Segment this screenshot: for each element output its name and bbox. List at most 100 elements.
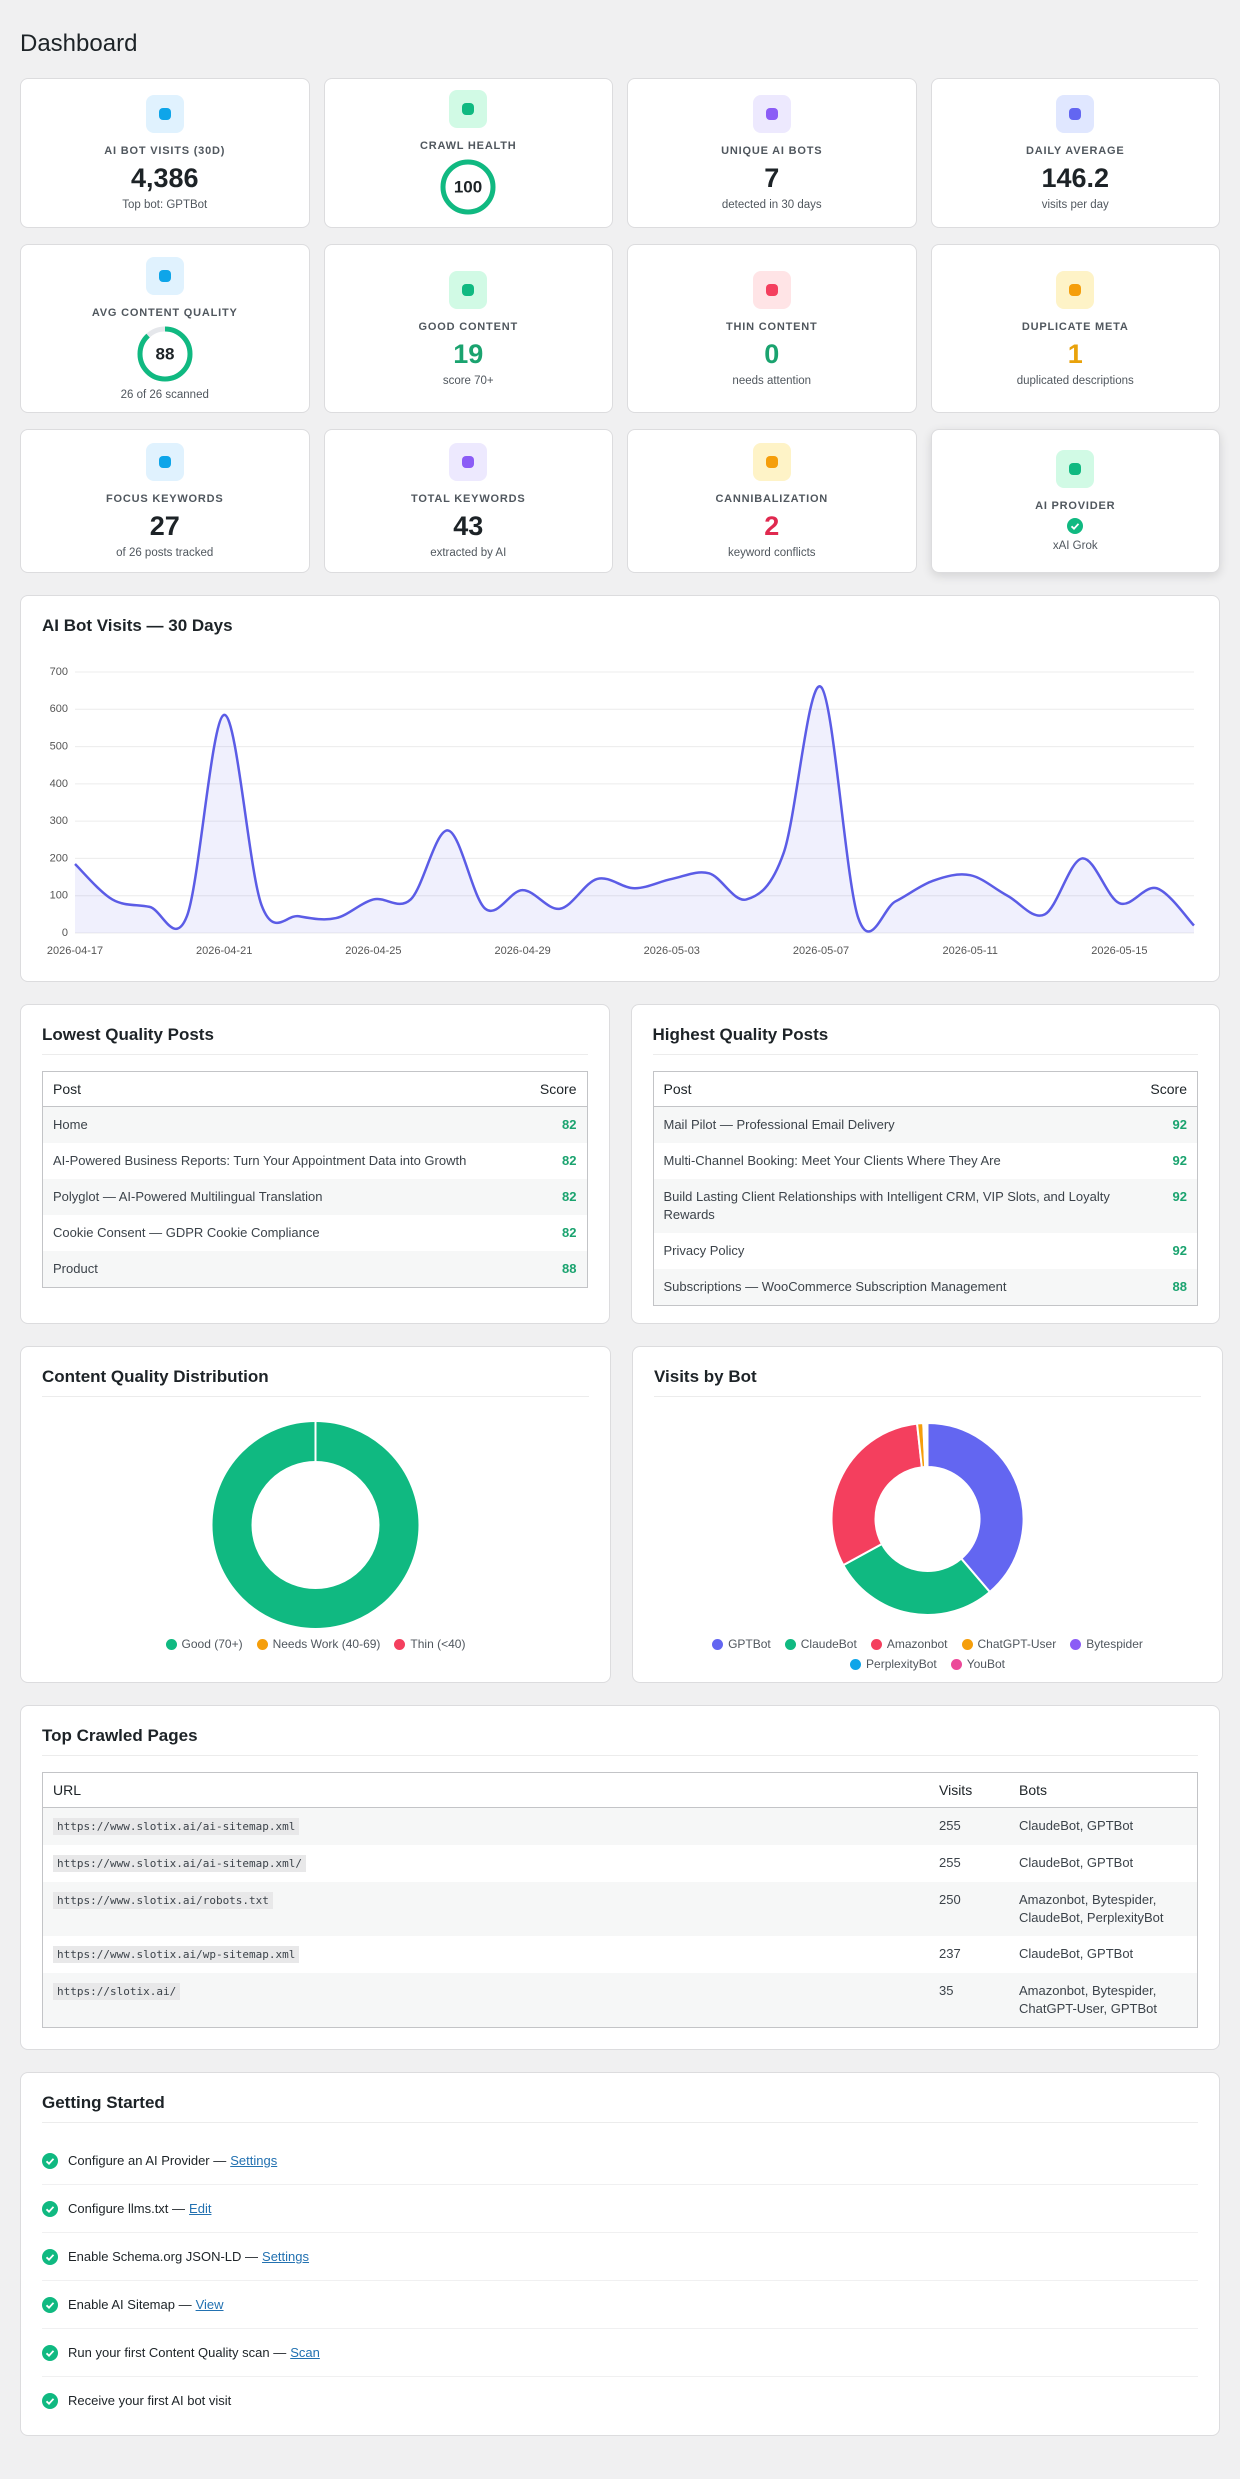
card-value: 0 bbox=[764, 338, 780, 369]
column-header: Visits bbox=[929, 1772, 1009, 1808]
glyph bbox=[765, 108, 778, 120]
glyph bbox=[1069, 283, 1082, 296]
check-mark bbox=[45, 2157, 55, 2165]
post-table-panel: Highest Quality Posts Post Score Mail Pilot… bbox=[630, 1004, 1220, 1324]
table-cell: Mail Pilot — Professional Email Delivery bbox=[663, 1117, 895, 1132]
table-cell: 92 bbox=[1172, 1189, 1187, 1204]
table-cell: 250 bbox=[939, 1892, 961, 1907]
legend-label: Good (70+) bbox=[181, 1637, 243, 1651]
check-mark bbox=[45, 2349, 55, 2357]
panel-title: Top Crawled Pages bbox=[42, 1726, 1198, 1756]
glyph bbox=[1069, 108, 1082, 120]
column-header: Score bbox=[1135, 1071, 1198, 1107]
table-row: https://www.slotix.ai/robots.txt 250 Amazo… bbox=[42, 1882, 1198, 1936]
stat-card: AI BOT VISITS (30D) 4,386 Top bot: GPTBot bbox=[20, 78, 310, 228]
check-circle bbox=[42, 2344, 58, 2361]
table-cell: AI-Powered Business Reports: Turn Your A… bbox=[53, 1153, 467, 1168]
checklist-item: Enable AI Sitemap — View bbox=[42, 2281, 1198, 2329]
legend-item: Thin (<40) bbox=[394, 1637, 465, 1651]
check-circle bbox=[1067, 518, 1084, 534]
table-row: https://www.slotix.ai/wp-sitemap.xml 237 C… bbox=[43, 1936, 1198, 1973]
x-tick-label: 2026-05-15 bbox=[1091, 945, 1147, 957]
card-label: CANNIBALIZATION bbox=[715, 493, 829, 505]
table-cell: Multi-Channel Booking: Meet Your Clients… bbox=[663, 1153, 1001, 1168]
glyph bbox=[158, 456, 171, 468]
check-icon bbox=[42, 2296, 58, 2313]
y-tick-label: 300 bbox=[50, 815, 68, 827]
item-link[interactable]: Settings bbox=[262, 2249, 310, 2264]
card-sub: of 26 posts tracked bbox=[116, 547, 214, 559]
card-icon bbox=[1056, 95, 1095, 133]
card-label: FOCUS KEYWORDS bbox=[105, 493, 224, 505]
y-tick-label: 700 bbox=[50, 666, 68, 678]
checklist-item: Receive your first AI bot visit bbox=[42, 2377, 1198, 2424]
table-cell: Build Lasting Client Relationships with … bbox=[663, 1189, 1110, 1222]
icon-glyph bbox=[158, 456, 171, 468]
table-cell: https://slotix.ai/ bbox=[43, 1973, 930, 2028]
checklist-item: Enable Schema.org JSON-LD — Settings bbox=[42, 2233, 1198, 2281]
chart-title: AI Bot Visits — 30 Days bbox=[42, 616, 233, 635]
item-link[interactable]: Edit bbox=[189, 2201, 212, 2216]
ring-arc bbox=[137, 326, 193, 381]
legend-label: ClaudeBot bbox=[800, 1637, 857, 1651]
item-link[interactable]: Settings bbox=[230, 2153, 278, 2168]
post-tables: Lowest Quality Posts Post Score Home 82 AI-Po… bbox=[20, 1004, 1220, 1324]
card-icon bbox=[752, 95, 791, 133]
legend-swatch bbox=[712, 1638, 724, 1650]
ring-arc bbox=[440, 159, 496, 215]
check-icon bbox=[42, 2200, 58, 2217]
table-cell: Cookie Consent — GDPR Cookie Compliance bbox=[53, 1225, 320, 1240]
icon-glyph bbox=[765, 108, 778, 120]
table-cell: 92 bbox=[1172, 1243, 1187, 1258]
check-circle bbox=[42, 2248, 58, 2265]
table-cell: Home bbox=[53, 1117, 88, 1132]
glyph bbox=[158, 269, 171, 282]
legend-swatch bbox=[165, 1638, 177, 1650]
card-value: 19 bbox=[453, 338, 484, 369]
icon-glyph bbox=[462, 103, 475, 115]
card-sub: xAI Grok bbox=[1052, 540, 1098, 552]
stat-card: GOOD CONTENT 19 score 70+ bbox=[323, 244, 613, 413]
chart-title: Visits by Bot bbox=[654, 1367, 1201, 1397]
card-sub: keyword conflicts bbox=[727, 547, 816, 559]
card-value: 4,386 bbox=[130, 163, 199, 193]
y-tick-label: 0 bbox=[62, 927, 68, 939]
table-cell: Amazonbot, Bytespider, ClaudeBot, Perple… bbox=[1019, 1892, 1164, 1925]
x-tick-label: 2026-05-11 bbox=[942, 945, 997, 957]
table-cell: 255 bbox=[939, 1855, 961, 1870]
card-label: THIN CONTENT bbox=[726, 320, 818, 333]
legend-swatch bbox=[1070, 1638, 1082, 1650]
table-row: Cookie Consent — GDPR Cookie Compliance 8… bbox=[43, 1215, 588, 1251]
chart-title: Content Quality Distribution bbox=[42, 1367, 589, 1397]
legend-item: GPTBot bbox=[712, 1637, 771, 1651]
item-link[interactable]: Scan bbox=[290, 2345, 320, 2360]
legend-label: Bytespider bbox=[1086, 1637, 1143, 1651]
stat-card: FOCUS KEYWORDS 27 of 26 posts tracked bbox=[20, 429, 310, 573]
checklist-item: Configure an AI Provider — Settings bbox=[42, 2137, 1198, 2185]
table-cell: 92 bbox=[1172, 1153, 1187, 1168]
card-sub: score 70+ bbox=[442, 374, 494, 387]
legend-swatch bbox=[784, 1638, 796, 1650]
item-label: Configure an AI Provider — bbox=[68, 2153, 227, 2168]
table-cell: https://www.slotix.ai/ai-sitemap.xml bbox=[43, 1808, 930, 1846]
card-sub: visits per day bbox=[1041, 199, 1109, 211]
legend: GPTBot ClaudeBot Amazonbot ChatGPT-User Byte… bbox=[673, 1637, 1183, 1671]
column-header: Post bbox=[653, 1071, 1136, 1107]
y-tick-label: 200 bbox=[50, 852, 68, 864]
check-icon bbox=[42, 2344, 58, 2361]
stat-card: UNIQUE AI BOTS 7 detected in 30 days bbox=[627, 78, 917, 228]
legend: Good (70+) Needs Work (40-69) Thin (<40) bbox=[61, 1637, 571, 1651]
card-icon bbox=[449, 270, 488, 309]
stat-card: DUPLICATE META 1 duplicated descriptions bbox=[930, 244, 1220, 413]
card-value: 2 bbox=[764, 511, 780, 541]
legend-label: Amazonbot bbox=[886, 1637, 948, 1651]
donut-slice bbox=[926, 1421, 1025, 1594]
donut-panel: Content Quality Distribution Good (70+) Ne… bbox=[20, 1346, 611, 1683]
glyph bbox=[1069, 463, 1082, 475]
item-link[interactable]: View bbox=[195, 2297, 224, 2312]
card-icon bbox=[752, 443, 791, 481]
legend-label: GPTBot bbox=[728, 1637, 771, 1651]
top-pages-panel: Top Crawled Pages URL Visits Bots https://ww… bbox=[20, 1705, 1220, 2050]
url-code: https://slotix.ai/ bbox=[53, 1983, 181, 2000]
y-tick-label: 100 bbox=[50, 890, 68, 902]
